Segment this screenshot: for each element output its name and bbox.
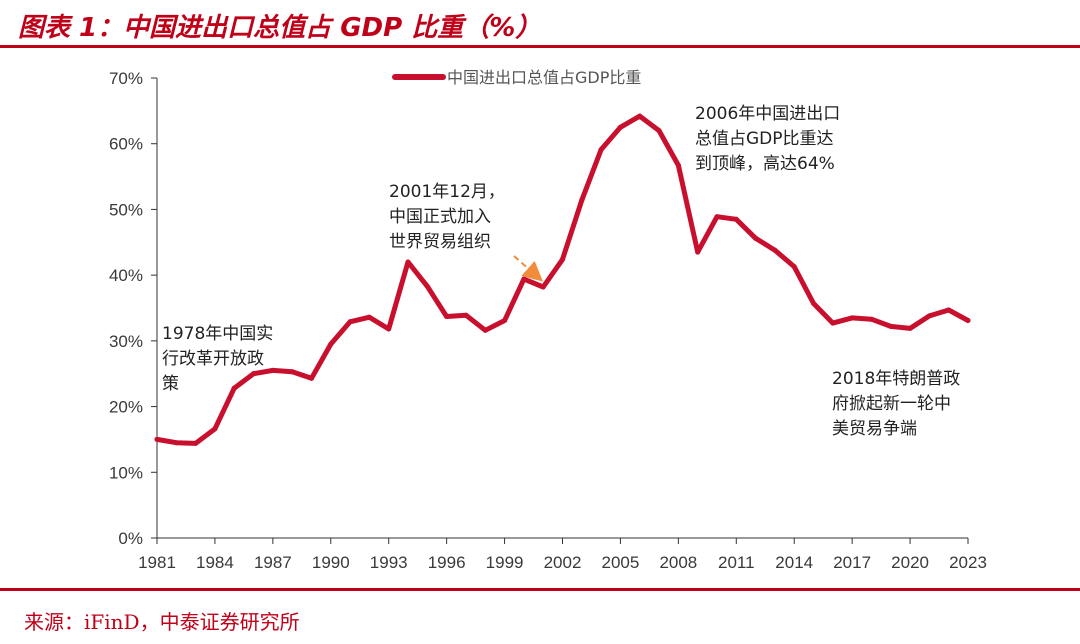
x-tick-label: 2014 bbox=[775, 553, 813, 572]
data-point bbox=[193, 440, 199, 446]
data-point bbox=[926, 313, 932, 319]
data-point bbox=[560, 256, 565, 262]
x-tick-label: 1996 bbox=[428, 553, 466, 572]
bottom-divider bbox=[0, 588, 1080, 591]
title-bar: 图表 1：中国进出口总值占 GDP 比重（%） bbox=[0, 0, 1080, 48]
data-point bbox=[212, 426, 218, 432]
data-point bbox=[965, 318, 971, 323]
x-tick-label: 2011 bbox=[718, 553, 755, 572]
data-point bbox=[424, 283, 430, 289]
y-tick-label: 0% bbox=[118, 529, 143, 548]
data-point bbox=[579, 197, 585, 203]
chart-legend: 中国进出口总值占GDP比重 bbox=[392, 68, 641, 87]
annotation-2018: 2018年特朗普政 府掀起新一轮中 美贸易争端 bbox=[832, 369, 966, 439]
data-point bbox=[347, 319, 353, 325]
data-point bbox=[502, 318, 508, 323]
data-point bbox=[733, 216, 739, 222]
data-point bbox=[386, 326, 392, 332]
data-point bbox=[328, 341, 334, 347]
x-tick-label: 2023 bbox=[949, 553, 987, 572]
data-point bbox=[637, 113, 643, 119]
data-point bbox=[888, 323, 894, 329]
data-point bbox=[869, 316, 874, 322]
data-point bbox=[231, 385, 237, 391]
data-point bbox=[695, 249, 701, 255]
annotation-1978: 1978年中国实 行改革开放政 策 bbox=[162, 324, 279, 394]
x-tick-label: 1990 bbox=[312, 553, 350, 572]
data-point bbox=[830, 320, 836, 326]
x-tick-label: 1999 bbox=[486, 553, 524, 572]
data-point bbox=[714, 214, 720, 220]
x-tick-label: 1993 bbox=[370, 553, 408, 572]
chart-axes: 0% 10% 20% 30% 40% 50% 60% 70% 1981 1984 1987 1990 1… bbox=[109, 69, 987, 572]
data-point bbox=[598, 147, 604, 153]
data-point bbox=[482, 327, 488, 333]
x-tick-label: 1987 bbox=[254, 553, 292, 572]
chart-marks bbox=[154, 113, 971, 446]
data-point bbox=[521, 276, 527, 282]
data-point bbox=[270, 367, 276, 373]
x-tick-label: 2002 bbox=[544, 553, 582, 572]
data-point bbox=[675, 162, 681, 168]
y-tick-label: 40% bbox=[109, 266, 143, 285]
x-tick-label: 2005 bbox=[602, 553, 640, 572]
data-point bbox=[173, 440, 179, 446]
page-title: 图表 1：中国进出口总值占 GDP 比重（%） bbox=[18, 13, 542, 43]
data-point bbox=[251, 371, 256, 377]
data-point bbox=[617, 124, 623, 130]
data-point bbox=[753, 235, 759, 241]
x-tick-label: 1984 bbox=[196, 553, 234, 572]
data-point bbox=[811, 300, 816, 306]
y-tick-label: 70% bbox=[109, 69, 143, 88]
y-tick-label: 20% bbox=[109, 398, 143, 417]
data-point bbox=[772, 247, 778, 253]
data-point bbox=[907, 325, 913, 331]
data-point bbox=[540, 284, 546, 290]
y-tick-label: 10% bbox=[109, 463, 143, 482]
y-tick-label: 30% bbox=[109, 332, 143, 351]
x-tick-label: 2020 bbox=[891, 553, 929, 572]
data-point bbox=[849, 315, 855, 321]
x-tick-label: 1981 bbox=[138, 553, 176, 572]
line-chart: 0% 10% 20% 30% 40% 50% 60% 70% 1981 1984 1987 1990 1… bbox=[109, 68, 987, 572]
y-tick-label: 50% bbox=[109, 200, 143, 219]
data-point bbox=[946, 307, 952, 313]
data-point bbox=[463, 312, 469, 318]
x-tick-label: 2017 bbox=[833, 553, 871, 572]
data-point bbox=[656, 128, 662, 134]
annotation-2001: 2001年12月， 中国正式加入 世界贸易组织 bbox=[389, 182, 510, 252]
wto-arrow bbox=[513, 255, 543, 282]
data-point bbox=[309, 375, 314, 381]
chart-annotations: 1978年中国实 行改革开放政 策 2001年12月， 中国正式加入 世界贸易组… bbox=[162, 104, 966, 439]
x-tick-label: 2008 bbox=[659, 553, 697, 572]
source-note: 来源：iFinD，中泰证券研究所 bbox=[24, 610, 300, 634]
data-point bbox=[154, 436, 160, 442]
data-point bbox=[791, 264, 797, 270]
data-point bbox=[366, 314, 372, 320]
data-point bbox=[289, 369, 295, 375]
legend-label: 中国进出口总值占GDP比重 bbox=[447, 68, 641, 87]
annotation-2006: 2006年中国进出口 总值占GDP比重达 到顶峰，高达64% bbox=[695, 104, 846, 174]
data-point bbox=[444, 314, 450, 319]
data-point bbox=[405, 259, 411, 265]
y-tick-label: 60% bbox=[109, 135, 143, 154]
